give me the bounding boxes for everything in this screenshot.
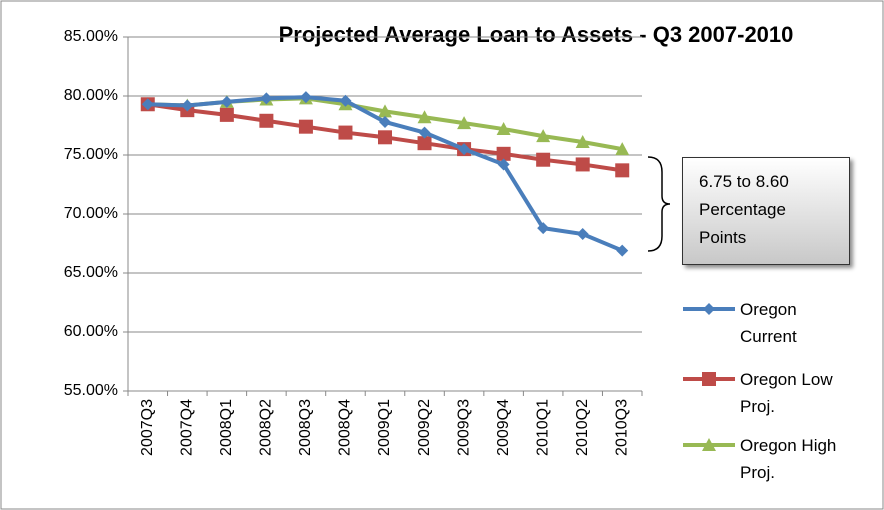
legend-label: Oregon Current [740,300,797,346]
legend-label: Oregon Low Proj. [740,370,833,416]
legend-marker [703,303,715,315]
legend-marker [702,438,716,451]
marker [259,113,274,128]
x-tick-label: 2009Q1 [376,399,393,456]
legend-marker [702,372,716,386]
marker [338,125,353,140]
y-tick-label: 70.00% [64,205,118,222]
x-tick-label: 2009Q2 [416,399,433,456]
marker [378,130,392,145]
x-tick-label: 2010Q3 [613,399,630,456]
x-tick-label: 2010Q2 [574,399,591,456]
x-tick-label: 2008Q3 [297,399,314,456]
chart-title: Projected Average Loan to Assets - Q3 20… [279,22,794,47]
x-tick-label: 2009Q4 [495,399,512,456]
marker [378,104,392,118]
legend-label: Oregon High Proj. [740,436,837,482]
marker [219,107,234,122]
x-tick-label: 2010Q1 [534,399,551,456]
marker [576,228,589,241]
marker [220,95,233,108]
marker [298,119,313,134]
x-tick-label: 2008Q1 [218,399,235,456]
marker [575,157,590,172]
x-tick-label: 2007Q3 [139,399,156,456]
y-tick-label: 60.00% [64,323,118,340]
marker [417,110,432,124]
marker [457,116,472,130]
annotation-box: 6.75 to 8.60 Percentage Points [682,157,850,265]
x-tick-label: 2007Q4 [179,399,196,456]
marker [496,146,511,161]
marker [458,143,471,156]
y-tick-label: 55.00% [64,382,118,399]
marker [260,92,273,105]
x-tick-label: 2009Q3 [455,399,472,456]
marker [536,152,551,167]
marker [181,99,194,112]
marker [616,244,629,257]
marker [141,98,154,111]
marker [496,122,511,136]
marker [615,142,630,156]
marker [299,91,312,104]
marker [497,158,510,171]
brace [647,156,671,252]
y-tick-label: 85.00% [64,28,118,45]
marker [536,129,551,143]
marker [417,136,432,151]
x-tick-label: 2008Q4 [337,399,354,456]
annotation-text: 6.75 to 8.60 Percentage Points [699,172,789,247]
marker [615,163,630,178]
x-tick-label: 2008Q2 [258,399,275,456]
y-tick-label: 65.00% [64,264,118,281]
marker [339,94,352,107]
marker [537,222,550,235]
y-tick-label: 75.00% [64,146,118,163]
marker [418,126,431,139]
marker [379,115,391,128]
marker [575,135,590,149]
y-tick-label: 80.00% [64,87,118,104]
